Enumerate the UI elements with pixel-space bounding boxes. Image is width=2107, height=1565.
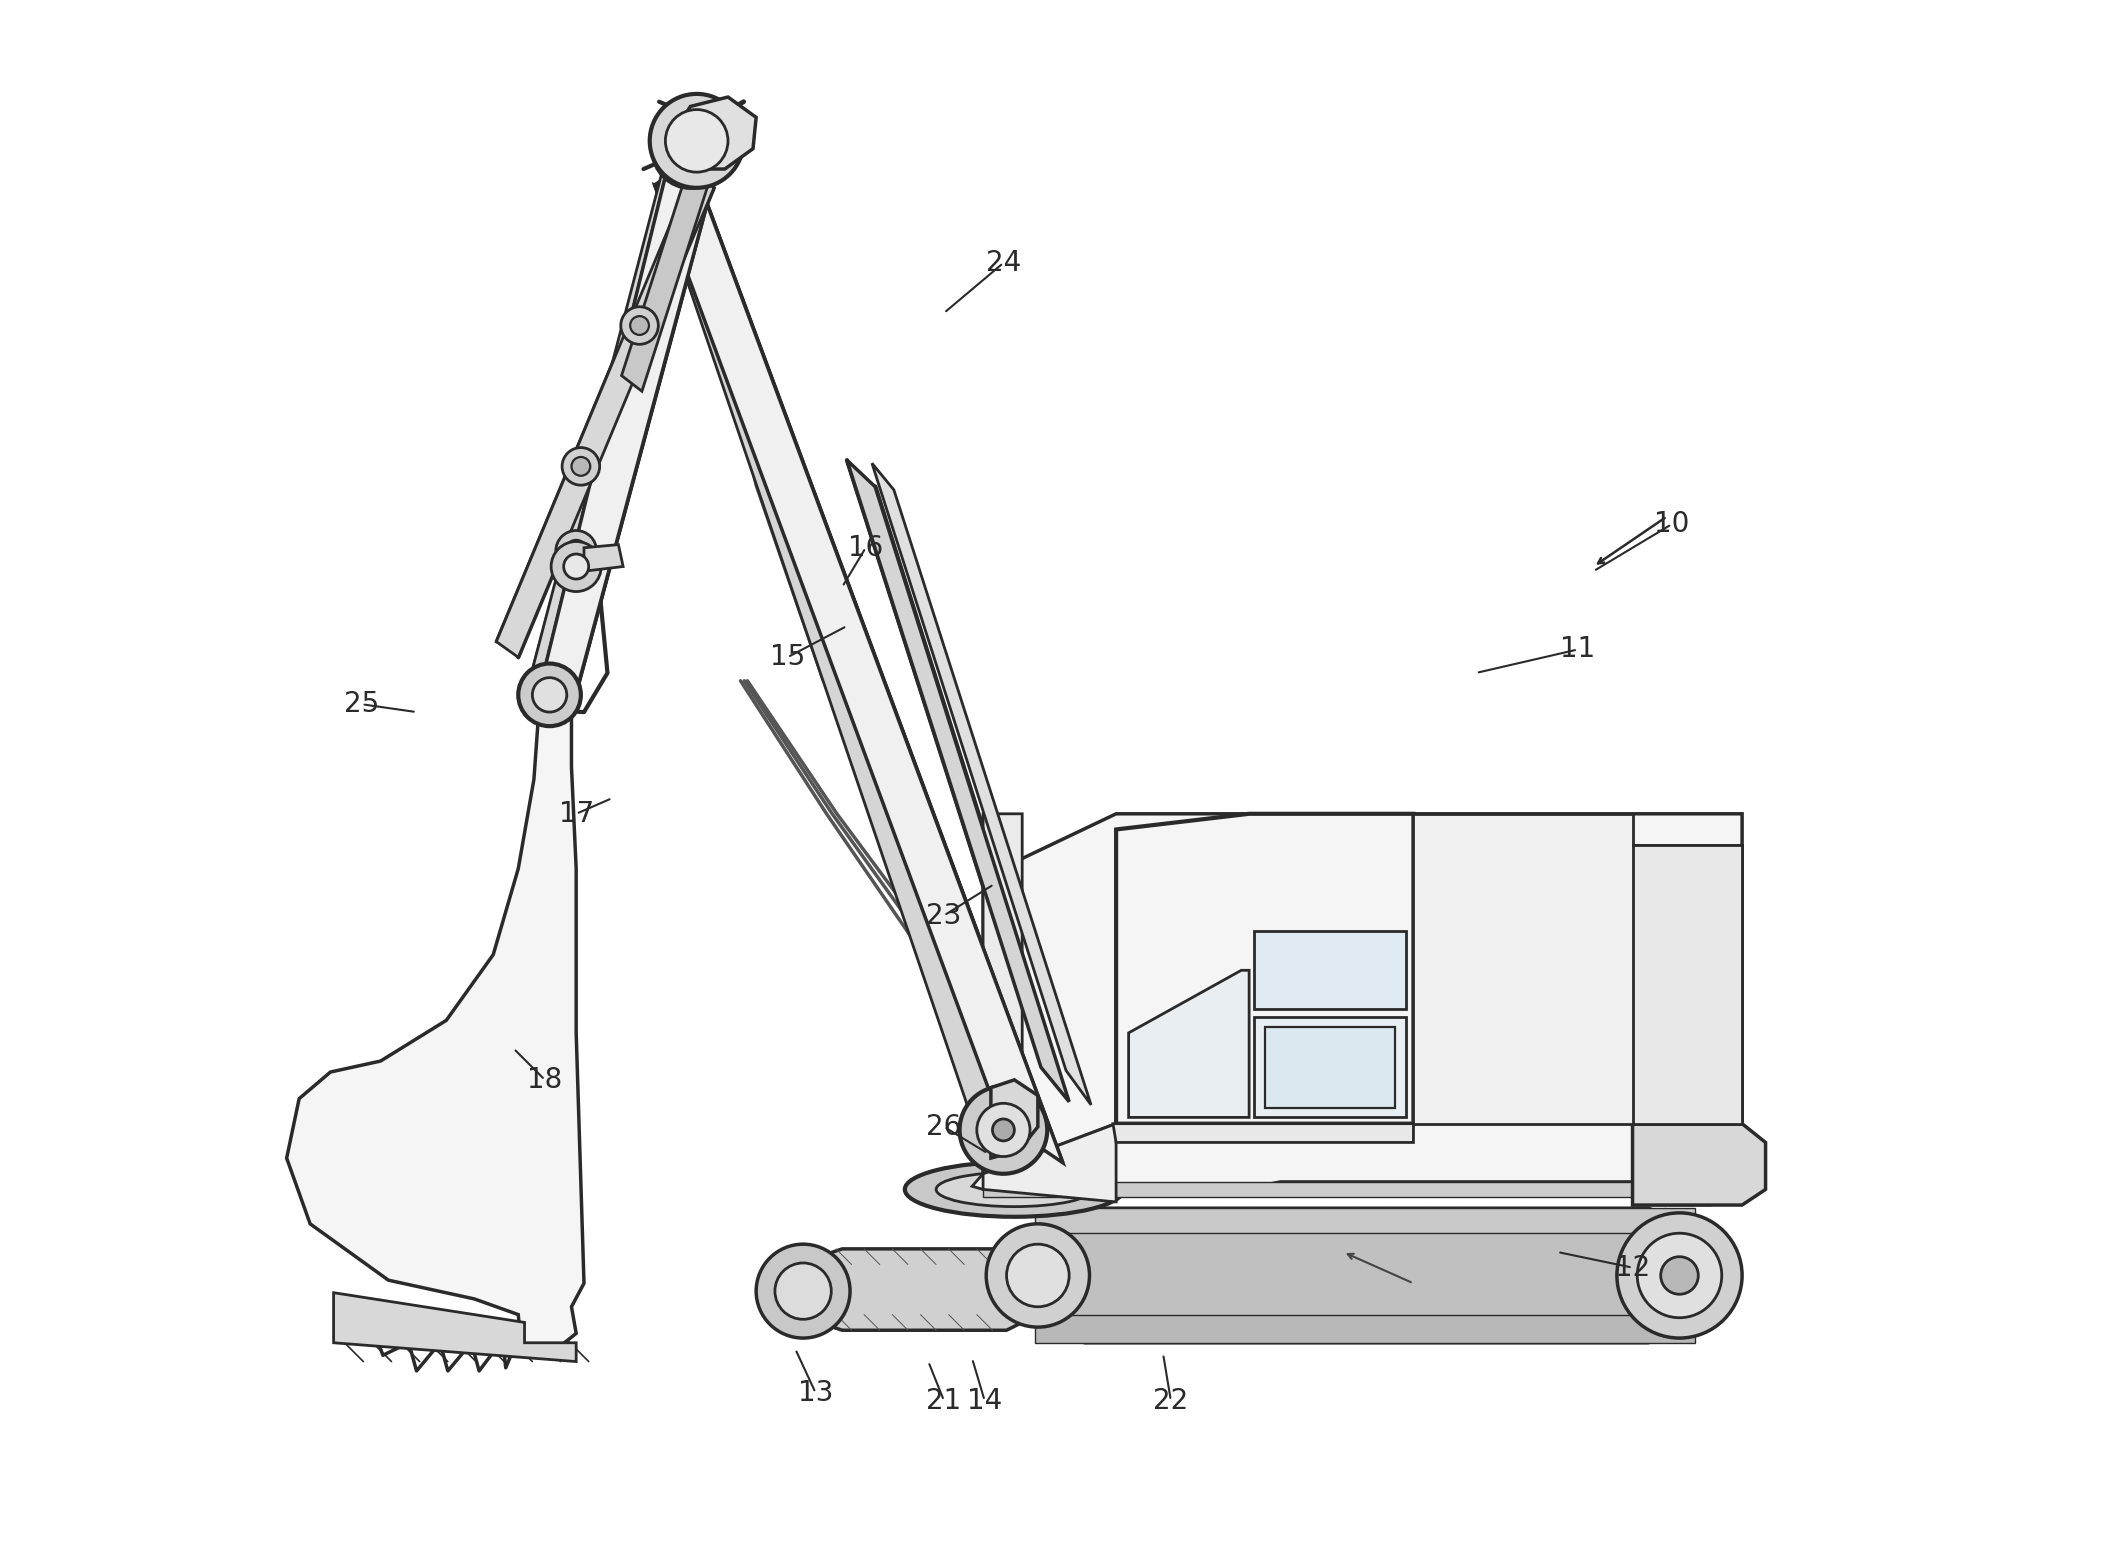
- Polygon shape: [287, 692, 584, 1349]
- Text: 12: 12: [1614, 1254, 1650, 1282]
- Polygon shape: [1633, 845, 1742, 1124]
- Circle shape: [695, 106, 733, 144]
- Circle shape: [1637, 1233, 1721, 1318]
- Circle shape: [565, 540, 588, 562]
- Circle shape: [518, 664, 582, 726]
- Polygon shape: [674, 172, 1062, 1163]
- Polygon shape: [670, 97, 756, 169]
- Polygon shape: [847, 460, 1068, 1102]
- Polygon shape: [655, 172, 1001, 1142]
- Circle shape: [565, 554, 588, 579]
- Circle shape: [571, 457, 590, 476]
- Polygon shape: [584, 545, 624, 571]
- Text: 11: 11: [1559, 635, 1595, 664]
- Polygon shape: [1112, 1124, 1414, 1142]
- Ellipse shape: [904, 1163, 1123, 1218]
- Polygon shape: [984, 1182, 1742, 1197]
- Polygon shape: [1117, 814, 1414, 1124]
- Polygon shape: [622, 166, 710, 391]
- Polygon shape: [1254, 931, 1405, 1009]
- Polygon shape: [971, 1124, 1742, 1205]
- Polygon shape: [1035, 1208, 1696, 1233]
- Text: 22: 22: [1153, 1387, 1188, 1415]
- Circle shape: [556, 531, 596, 571]
- Text: 21: 21: [927, 1387, 961, 1415]
- Text: 17: 17: [558, 800, 594, 828]
- Polygon shape: [984, 1124, 1117, 1202]
- Ellipse shape: [936, 1172, 1094, 1207]
- Circle shape: [649, 94, 744, 188]
- Text: 23: 23: [927, 901, 961, 930]
- Polygon shape: [984, 814, 1742, 1174]
- Polygon shape: [1129, 970, 1249, 1117]
- Text: 24: 24: [986, 249, 1022, 277]
- Circle shape: [775, 1263, 832, 1319]
- Circle shape: [992, 1119, 1013, 1141]
- Text: 15: 15: [769, 643, 805, 671]
- Polygon shape: [1633, 1124, 1766, 1205]
- Circle shape: [756, 1244, 849, 1338]
- Circle shape: [552, 541, 600, 592]
- Circle shape: [630, 316, 649, 335]
- Polygon shape: [1264, 1027, 1395, 1108]
- Text: 26: 26: [927, 1113, 961, 1141]
- Circle shape: [622, 307, 657, 344]
- Polygon shape: [497, 172, 714, 657]
- Circle shape: [1616, 1213, 1742, 1338]
- Polygon shape: [1035, 1315, 1696, 1343]
- Polygon shape: [1035, 1221, 1696, 1330]
- Circle shape: [563, 448, 600, 485]
- Text: 14: 14: [967, 1387, 1003, 1415]
- Text: 13: 13: [799, 1379, 832, 1407]
- Polygon shape: [541, 125, 718, 704]
- Circle shape: [986, 1224, 1089, 1327]
- Circle shape: [668, 128, 712, 172]
- Polygon shape: [1007, 1208, 1719, 1343]
- Polygon shape: [990, 1080, 1039, 1158]
- Text: 16: 16: [849, 534, 883, 562]
- Polygon shape: [546, 125, 718, 704]
- Circle shape: [1660, 1257, 1698, 1294]
- Polygon shape: [655, 185, 1062, 1163]
- Circle shape: [533, 678, 567, 712]
- Polygon shape: [794, 1249, 1039, 1330]
- Polygon shape: [872, 463, 1091, 1105]
- Polygon shape: [525, 125, 678, 700]
- Circle shape: [1007, 1244, 1068, 1307]
- Text: 18: 18: [527, 1066, 563, 1094]
- Circle shape: [666, 110, 729, 172]
- Circle shape: [959, 1086, 1047, 1174]
- Circle shape: [653, 113, 729, 188]
- Polygon shape: [984, 814, 1022, 1174]
- Polygon shape: [333, 1293, 575, 1362]
- Polygon shape: [1254, 1017, 1405, 1117]
- Polygon shape: [1414, 814, 1742, 1124]
- Text: 10: 10: [1654, 510, 1690, 538]
- Circle shape: [978, 1103, 1030, 1157]
- Text: 25: 25: [343, 690, 379, 718]
